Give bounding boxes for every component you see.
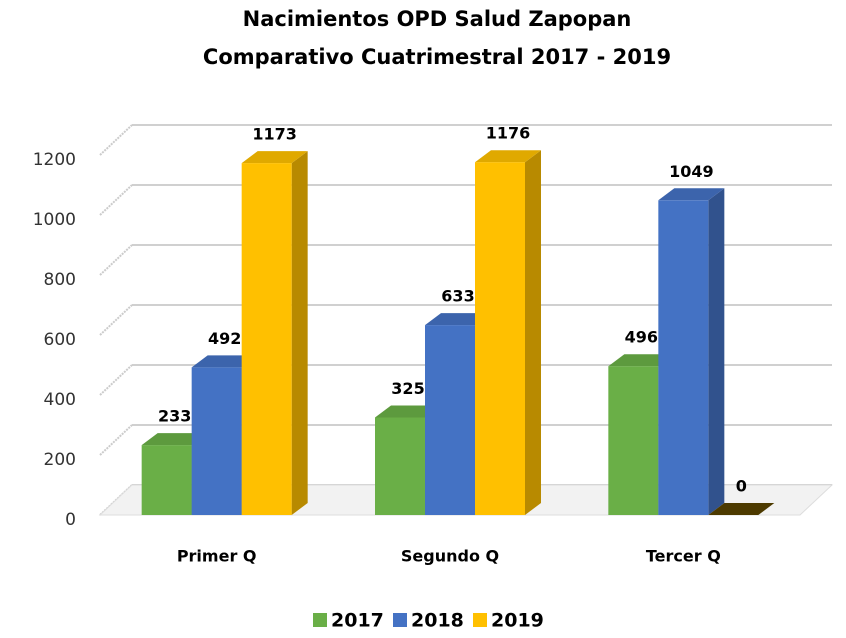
y-tick-label: 400	[44, 390, 76, 410]
bar	[191, 367, 242, 515]
side-grid-line	[99, 364, 133, 396]
bar-side	[525, 150, 541, 515]
legend-swatch	[473, 613, 487, 627]
bar	[475, 162, 525, 515]
x-tick-label: Tercer Q	[646, 547, 721, 566]
bar	[241, 163, 292, 515]
bar-top	[608, 354, 675, 367]
data-label: 492	[208, 329, 241, 348]
bar-top	[375, 405, 441, 418]
bar	[425, 325, 475, 515]
y-tick-label: 800	[44, 270, 76, 290]
bar-top	[475, 150, 541, 163]
chart-subtitle: Comparativo Cuatrimestral 2017 - 2019	[203, 45, 671, 69]
side-grid-line	[99, 424, 133, 456]
bar-top	[191, 355, 258, 368]
legend-label: 2018	[411, 610, 464, 632]
bar-top	[658, 188, 725, 201]
data-label: 1049	[669, 162, 714, 181]
y-tick-label: 1200	[33, 150, 76, 170]
legend-swatch	[313, 613, 327, 627]
bar	[608, 366, 659, 515]
side-grid-line	[99, 244, 133, 276]
bar-top	[141, 433, 208, 446]
legend-label: 2017	[331, 610, 384, 632]
bar-top	[241, 151, 308, 164]
side-grid-line	[99, 124, 133, 156]
data-label: 496	[625, 328, 658, 347]
bar	[141, 445, 192, 515]
bar-side	[708, 188, 725, 516]
side-grid-line	[99, 184, 133, 216]
y-tick-label: 600	[44, 330, 76, 350]
chart-title: Nacimientos OPD Salud Zapopan	[243, 7, 632, 31]
data-label: 1173	[252, 125, 297, 144]
y-tick-label: 200	[44, 450, 76, 470]
bar-side	[291, 151, 308, 515]
data-label: 633	[441, 287, 474, 306]
y-tick-label: 0	[65, 510, 76, 530]
data-label: 1176	[486, 124, 531, 143]
legend-swatch	[393, 613, 407, 627]
legend-label: 2019	[491, 610, 544, 632]
bar	[658, 200, 709, 516]
x-tick-label: Segundo Q	[401, 547, 499, 566]
y-tick-label: 1000	[33, 210, 76, 230]
bar-top	[425, 313, 491, 326]
data-label: 325	[391, 379, 424, 398]
data-label: 0	[736, 477, 747, 496]
bar	[375, 417, 425, 515]
bar-top	[708, 503, 775, 515]
data-label: 233	[158, 407, 191, 426]
side-grid-line	[99, 304, 133, 336]
x-tick-label: Primer Q	[177, 547, 257, 566]
